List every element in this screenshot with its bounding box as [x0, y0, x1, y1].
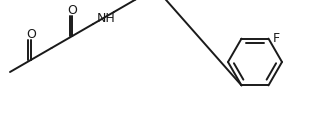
Text: O: O: [26, 27, 36, 41]
Text: F: F: [272, 32, 279, 45]
Text: O: O: [67, 4, 77, 16]
Text: NH: NH: [97, 13, 116, 25]
